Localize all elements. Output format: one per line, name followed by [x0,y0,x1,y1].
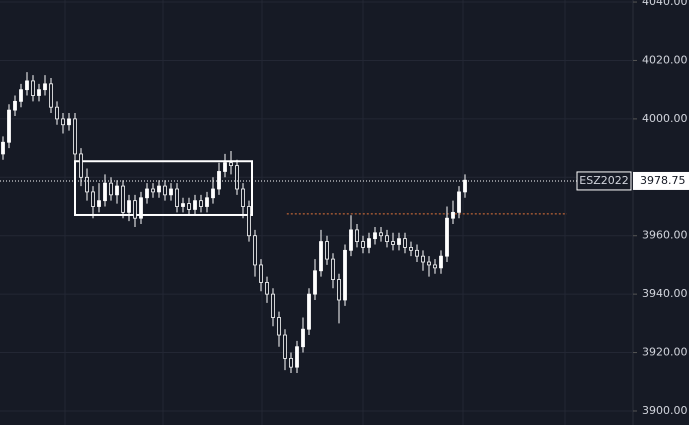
candle-body [235,165,239,190]
candle-body [181,203,185,207]
y-tick-label: 3940.00 [642,287,688,300]
candle-body [97,200,101,207]
candle-body [19,89,23,102]
candle-body [67,118,71,126]
candle-body [259,264,263,283]
candle-body [43,83,47,91]
candle-body [391,241,395,245]
y-tick-label: 3920.00 [642,346,688,359]
candle-body [145,188,149,199]
candle-body [25,80,29,91]
candle-body [49,83,53,108]
candle-body [103,182,107,202]
candle-body [289,358,293,368]
candle-body [193,200,197,210]
candle-body [313,270,317,295]
candle-body [163,185,167,196]
candle-body [295,346,299,368]
candle-body [349,229,353,251]
candle-body [229,162,233,167]
candle-body [223,162,227,172]
candle-body [373,232,377,240]
candle-body [61,118,65,126]
candle-body [385,235,389,242]
candle-body [55,106,59,120]
candle-body [205,197,209,207]
candle-body [421,255,425,263]
candle-body [169,188,173,196]
candle-body [151,188,155,193]
candle-body [7,109,11,143]
symbol-label: ESZ2022 [579,174,628,187]
y-tick-label: 4020.00 [642,53,688,66]
candle-body [211,188,215,199]
candle-body [199,200,203,207]
candle-body [109,182,113,196]
y-tick-label: 4040.00 [642,0,688,8]
candle-body [301,328,305,348]
candle-body [247,206,251,237]
candle-body [397,238,401,245]
candle-body [127,200,131,213]
candle-body [355,229,359,242]
candle-body [319,241,323,272]
candle-body [439,255,443,269]
y-tick-label: 3900.00 [642,404,688,417]
y-tick-label: 4000.00 [642,112,688,125]
candle-body [91,191,95,207]
candle-body [379,232,383,237]
candle-body [187,203,191,210]
candle-body [79,153,83,178]
candle-body [457,191,461,213]
candle-body [253,235,257,266]
candle-body [343,249,347,301]
candle-body [277,317,281,336]
candle-body [367,238,371,248]
candle-body [445,217,449,257]
candle-body [331,258,335,280]
candle-body [115,185,119,196]
candle-body [31,80,35,96]
candle-body [271,293,275,318]
candle-body [241,188,245,207]
symbol-tag [576,171,632,191]
candle-body [463,179,467,193]
candle-body [133,200,137,219]
candle-body [403,238,407,248]
candle-body [451,211,455,219]
candle-body [283,334,287,359]
candle-body [1,141,5,155]
candle-body [325,241,329,260]
candle-body [37,89,41,96]
candle-body [265,282,269,295]
candle-body [85,176,89,193]
candle-body [139,197,143,219]
candle-body [307,293,311,330]
candle-body [409,247,413,251]
candle-body [337,279,341,301]
price-tag [633,171,689,190]
candle-body [157,185,161,193]
candle-body [361,241,365,248]
candle-body [217,171,221,190]
last-price-label: 3978.75 [640,174,686,187]
y-tick-label: 3960.00 [642,229,688,242]
candle-body [73,118,77,155]
candle-body [433,264,437,269]
candle-body [121,185,125,213]
candle-body [415,249,419,257]
candle-body [175,188,179,207]
candle-body [427,261,431,266]
range-box [74,160,253,216]
candle-body [13,100,17,111]
vertical-grid [64,0,566,425]
